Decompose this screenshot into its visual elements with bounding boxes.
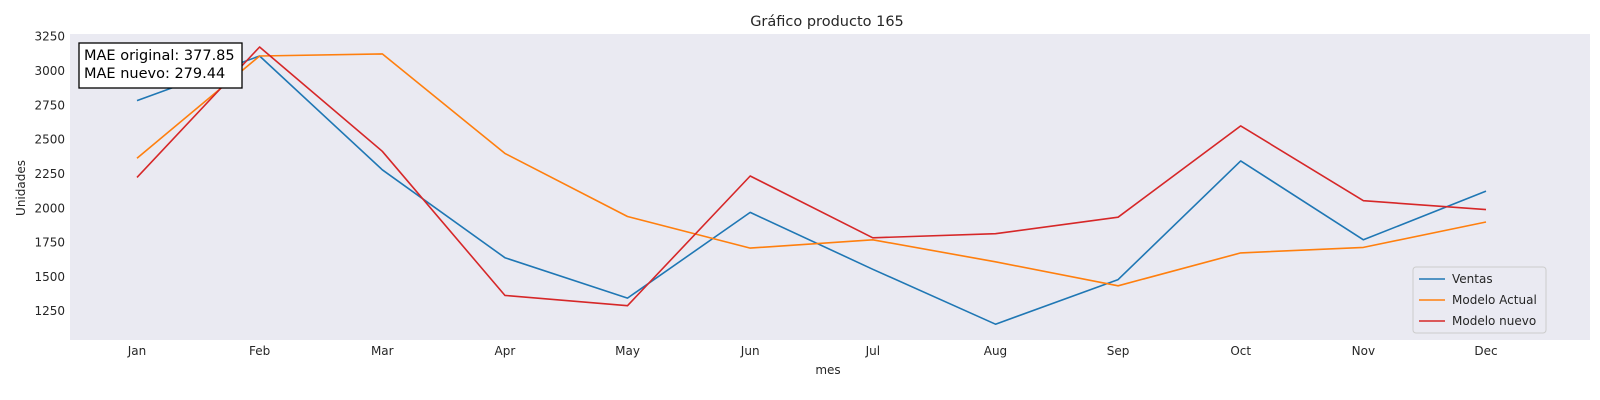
x-tick-label: May [615, 344, 640, 358]
x-axis-label: mes [815, 363, 840, 377]
series-line-1 [136, 55, 1487, 326]
x-tick-label: Feb [249, 344, 270, 358]
x-tick-label: Apr [495, 344, 516, 358]
legend-label: Modelo Actual [1452, 293, 1537, 307]
y-tick-label: 2250 [34, 167, 65, 181]
y-tick-label: 2750 [34, 98, 65, 112]
series-line-3 [136, 46, 1487, 307]
y-axis-label: Unidades [14, 160, 28, 216]
legend-label: Ventas [1452, 272, 1493, 286]
x-tick-label: Jul [865, 344, 880, 358]
series-line-2 [136, 53, 1487, 287]
x-tick-label: Aug [984, 344, 1007, 358]
x-tick-label: Jun [740, 344, 760, 358]
x-tick-label: Oct [1230, 344, 1251, 358]
x-tick-label: Jan [127, 344, 147, 358]
y-axis-ticks: 1250 1500 1750 2000 2250 2500 2750 3000 3250 [34, 30, 65, 318]
y-tick-label: 3000 [34, 64, 65, 78]
plot-area [70, 34, 1590, 340]
y-tick-label: 2000 [34, 201, 65, 215]
annotation-mae-nuevo: MAE nuevo: 279.44 [84, 66, 225, 82]
x-tick-label: Sep [1107, 344, 1130, 358]
legend-box [1412, 266, 1547, 334]
chart-title: Gráfico producto 165 [750, 14, 904, 30]
legend-label: Modelo nuevo [1452, 314, 1536, 328]
x-axis-ticks: Jan Feb Mar Apr May Jun Jul Aug Sep Oct Nov Dec [127, 344, 1498, 358]
y-tick-label: 1250 [34, 304, 65, 318]
mae-annotation: MAE original: 377.85 MAE nuevo: 279.44 [78, 42, 243, 89]
series-lines [136, 46, 1487, 326]
annotation-mae-original: MAE original: 377.85 [84, 48, 235, 64]
y-tick-label: 2500 [34, 133, 65, 147]
x-tick-label: Dec [1474, 344, 1497, 358]
y-tick-label: 1500 [34, 270, 65, 284]
legend: Ventas Modelo Actual Modelo nuevo [1412, 266, 1547, 334]
x-tick-label: Nov [1352, 344, 1375, 358]
x-tick-label: Mar [371, 344, 394, 358]
y-tick-label: 3250 [34, 30, 65, 44]
annotation-box [78, 42, 243, 89]
y-tick-label: 1750 [34, 236, 65, 250]
